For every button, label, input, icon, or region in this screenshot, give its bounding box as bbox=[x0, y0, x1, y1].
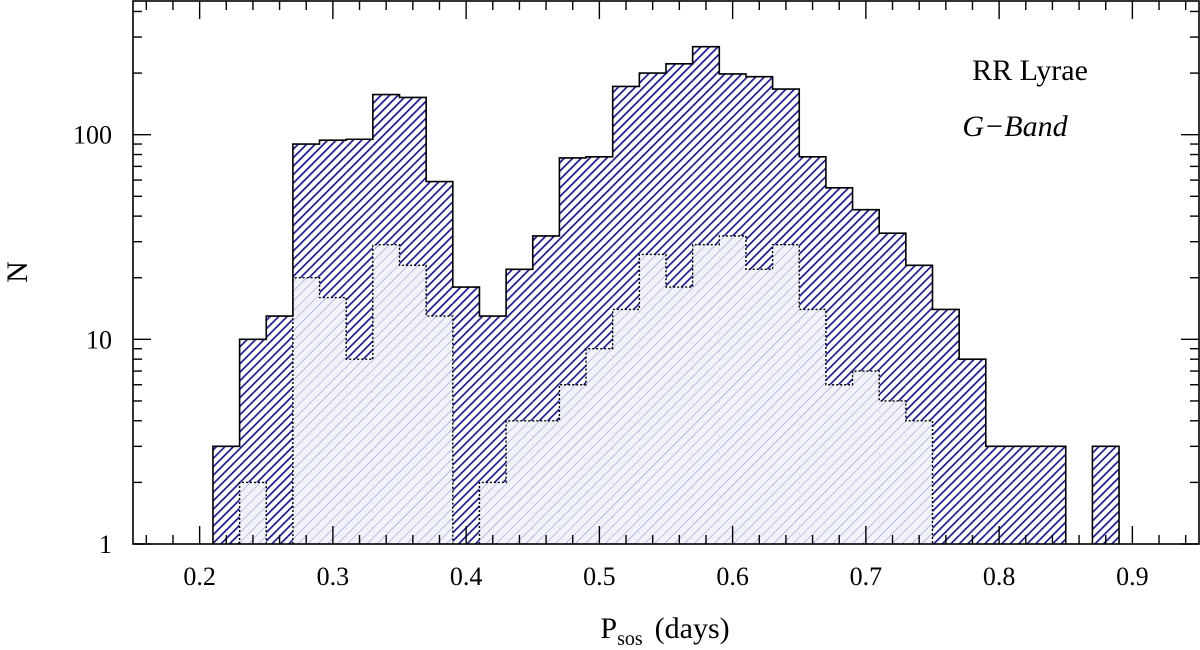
histogram-bar bbox=[932, 309, 960, 544]
x-tick-label: 0.7 bbox=[850, 562, 883, 591]
histogram-bar bbox=[692, 244, 720, 544]
x-axis-label-unit: (days) bbox=[655, 612, 730, 645]
y-tick-label: 10 bbox=[86, 325, 112, 354]
histogram-bar bbox=[799, 309, 826, 544]
histogram-bar bbox=[666, 287, 693, 544]
histogram-bar bbox=[852, 371, 880, 544]
histogram-bar bbox=[399, 265, 427, 544]
x-tick-label: 0.5 bbox=[583, 562, 616, 591]
y-axis-label: N bbox=[1, 261, 34, 283]
histogram-bar bbox=[212, 446, 240, 544]
histogram-bar bbox=[346, 359, 373, 544]
x-tick-label: 0.3 bbox=[317, 562, 350, 591]
histogram-bar bbox=[292, 277, 320, 544]
x-tick-label: 0.8 bbox=[983, 562, 1016, 591]
histogram-bar bbox=[559, 384, 587, 544]
histogram-bar bbox=[479, 482, 507, 544]
x-axis-label: Psos (days) bbox=[600, 612, 729, 650]
x-tick-label: 0.6 bbox=[716, 562, 749, 591]
y-tick-label: 1 bbox=[99, 530, 112, 559]
y-tick-label: 100 bbox=[73, 121, 112, 150]
x-axis-label-subscript: sos bbox=[617, 628, 643, 650]
histogram-bar bbox=[452, 287, 480, 544]
histogram-bar bbox=[239, 482, 267, 544]
histogram-bar bbox=[266, 316, 293, 544]
x-tick-labels: 0.2 0.3 0.4 0.5 0.6 0.7 0.8 0.9 bbox=[183, 562, 1148, 591]
inner-histogram-series bbox=[239, 235, 933, 544]
histogram-bar bbox=[612, 309, 640, 544]
axis-ticks bbox=[133, 1, 1199, 545]
histogram-bar bbox=[1039, 446, 1066, 544]
inner-histogram-outline bbox=[238, 235, 934, 544]
histogram-bar bbox=[372, 244, 400, 544]
x-axis-label-main: P bbox=[600, 612, 617, 645]
histogram-bar bbox=[639, 254, 666, 544]
x-tick-label: 0.9 bbox=[1116, 562, 1149, 591]
y-tick-labels: 1 10 100 bbox=[73, 121, 112, 559]
histogram-bar bbox=[506, 420, 533, 544]
histogram-bar bbox=[719, 235, 746, 544]
legend-band-label: G−Band bbox=[962, 110, 1068, 143]
histogram-bar bbox=[1012, 446, 1040, 544]
x-tick-label: 0.2 bbox=[183, 562, 216, 591]
legend-object-label: RR Lyrae bbox=[972, 54, 1088, 87]
histogram-bar bbox=[905, 420, 933, 544]
histogram-bar bbox=[825, 384, 853, 544]
outer-histogram-outline bbox=[212, 45, 1120, 544]
histogram-bar bbox=[586, 348, 613, 544]
histogram-bar bbox=[1092, 446, 1120, 544]
x-tick-label: 0.4 bbox=[450, 562, 483, 591]
histogram-bar bbox=[745, 269, 773, 544]
histogram-bar bbox=[772, 244, 800, 544]
histogram-bar bbox=[959, 359, 986, 544]
histogram-bar bbox=[532, 420, 560, 544]
histogram-bar bbox=[426, 316, 453, 544]
histogram-bar bbox=[879, 400, 906, 544]
plot-frame bbox=[132, 0, 1200, 545]
histogram-bar bbox=[319, 297, 347, 544]
